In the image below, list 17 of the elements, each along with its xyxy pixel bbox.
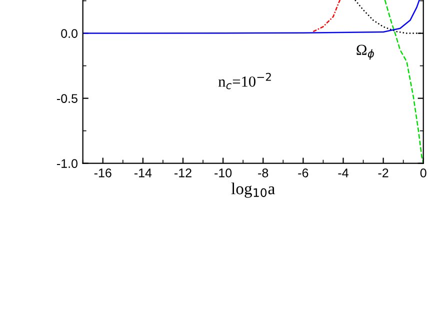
x-tick-label: -8 <box>258 168 268 178</box>
x-tick-label: -2 <box>378 168 388 178</box>
x-tick-label: -6 <box>298 168 308 178</box>
x-tick-label: 0 <box>420 168 426 178</box>
x-tick-label: -4 <box>338 168 348 178</box>
line-series <box>82 0 420 34</box>
y-tick-label: -1.0 <box>56 159 78 168</box>
x-tick-label: -16 <box>94 168 112 178</box>
x-tick-label: -14 <box>134 168 152 178</box>
x-axis-title: log$_{10}$a <box>231 182 275 198</box>
annotation: n$_{c}$=10$^{−2}$ <box>218 72 271 90</box>
y-tick-label: -0.5 <box>56 94 78 103</box>
line-series <box>312 0 341 32</box>
annotation: Ω$_{ϕ}$ <box>356 44 374 60</box>
x-tick-label: -12 <box>174 168 192 178</box>
y-tick-label: 0.0 <box>61 29 78 38</box>
x-tick-label: -10 <box>214 168 232 178</box>
